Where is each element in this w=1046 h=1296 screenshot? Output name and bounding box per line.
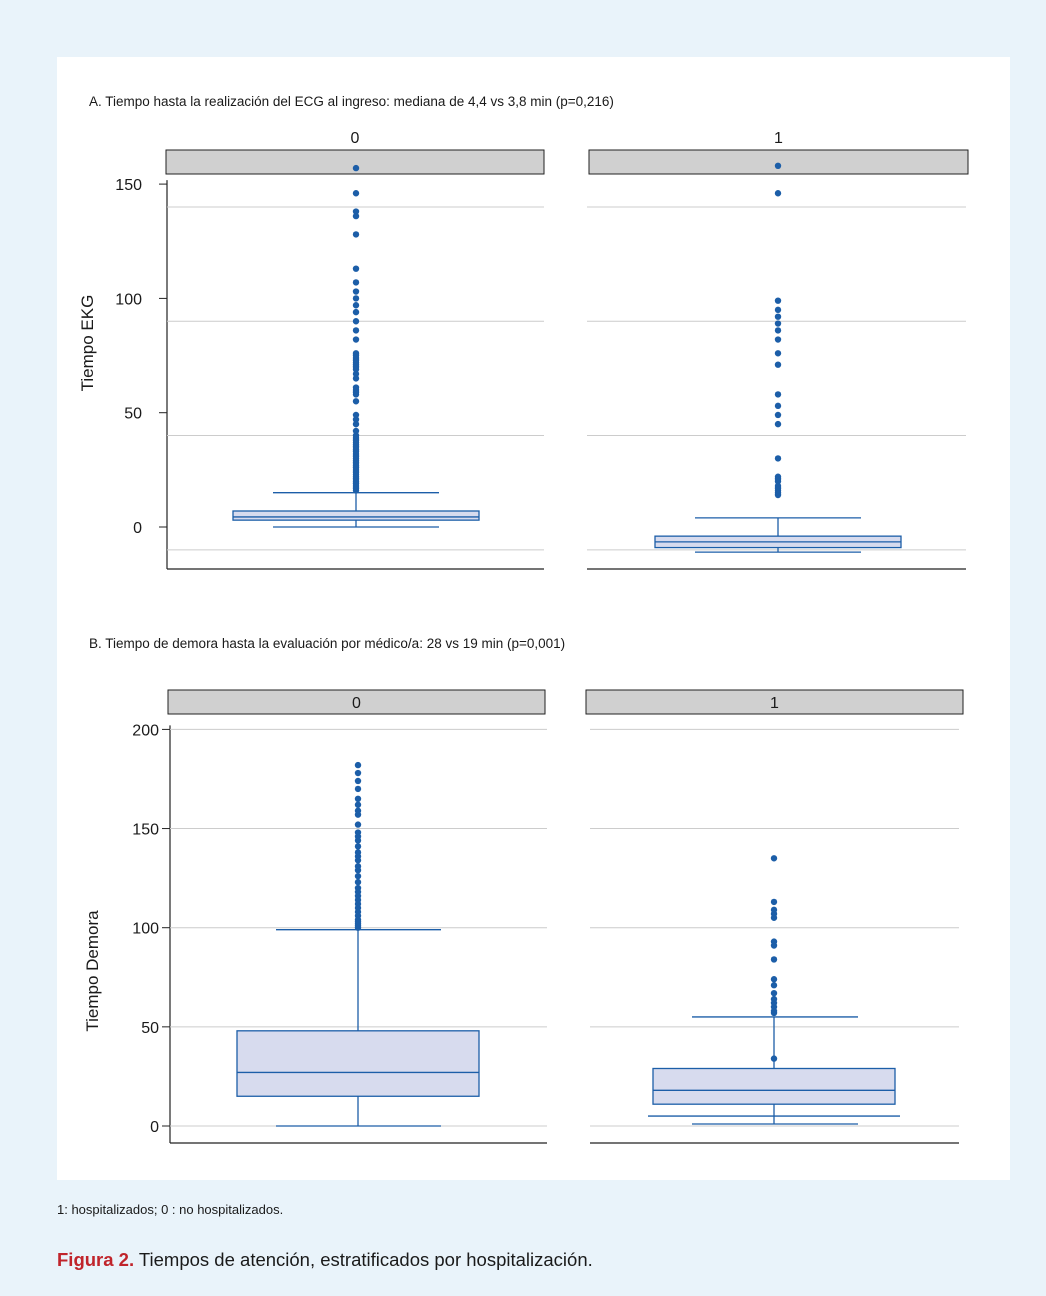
outlier-point — [352, 432, 360, 439]
y-tick-label: 100 — [132, 921, 159, 938]
outlier-point — [352, 302, 360, 309]
outlier-point — [774, 313, 782, 320]
outlier-point — [354, 843, 362, 850]
outlier-point — [352, 265, 360, 272]
outlier-point — [774, 482, 782, 490]
figure-footnote: 1: hospitalizados; 0 : no hospitalizados… — [57, 1202, 284, 1217]
chart-title: B. Tiempo de demora hasta la evaluación … — [89, 636, 565, 651]
y-axis-label: Tiempo Demora — [83, 910, 102, 1032]
outlier-point — [354, 807, 362, 814]
outlier-point — [354, 829, 362, 836]
y-tick-label: 150 — [132, 822, 159, 839]
figure-caption: Figura 2. Tiempos de atención, estratifi… — [57, 1249, 593, 1271]
outlier-point — [354, 849, 362, 856]
outlier-point — [774, 350, 782, 357]
outlier-point — [354, 801, 362, 808]
outlier-point — [354, 821, 362, 828]
figure-caption-text: Tiempos de atención, estratificados por … — [134, 1249, 593, 1270]
outlier-point — [352, 308, 360, 316]
outlier-point — [352, 416, 360, 423]
outlier-point — [774, 297, 782, 304]
facet-strip — [585, 689, 964, 715]
outlier-point — [352, 336, 360, 343]
outlier-point — [770, 989, 778, 997]
y-tick-label: 200 — [132, 722, 159, 739]
facet-label: 1 — [770, 695, 779, 712]
y-tick-label: 0 — [133, 520, 142, 537]
iqr-box — [652, 1067, 896, 1105]
outlier-point — [770, 898, 778, 906]
outlier-point — [352, 295, 360, 302]
outlier-point — [352, 398, 360, 405]
y-tick-label: 0 — [150, 1119, 159, 1136]
outlier-point — [774, 306, 782, 314]
outlier-point — [770, 1055, 778, 1062]
outlier-point — [352, 384, 360, 391]
outlier-point — [774, 361, 782, 368]
outlier-point — [770, 956, 778, 963]
chart-title: A. Tiempo hasta la realización del ECG a… — [89, 94, 614, 109]
outlier-point — [770, 906, 778, 914]
y-tick-label: 50 — [141, 1020, 159, 1037]
outlier-point — [774, 411, 782, 419]
outlier-point — [774, 320, 782, 327]
outlier-point — [354, 872, 362, 880]
outlier-point — [352, 190, 360, 197]
outlier-point — [352, 208, 360, 215]
outlier-point — [354, 884, 362, 892]
facet-strip — [167, 689, 546, 715]
outlier-point — [354, 785, 362, 793]
iqr-box — [232, 510, 480, 521]
outlier-point — [352, 375, 360, 382]
y-tick-label: 150 — [115, 177, 142, 194]
outlier-point — [352, 420, 360, 428]
outlier-point — [352, 370, 360, 378]
iqr-box — [236, 1030, 480, 1097]
y-axis-label: Tiempo EKG — [78, 295, 97, 392]
facet-strip — [588, 149, 969, 175]
outlier-point — [352, 164, 360, 172]
outlier-point — [770, 995, 778, 1003]
y-tick-label: 50 — [124, 406, 142, 423]
y-tick-label: 100 — [115, 291, 142, 308]
outlier-point — [352, 231, 360, 238]
outlier-point — [352, 427, 360, 435]
outlier-point — [352, 411, 360, 419]
outlier-point — [354, 863, 362, 870]
outlier-point — [774, 473, 782, 480]
outlier-point — [354, 777, 362, 785]
outlier-point — [774, 162, 782, 170]
outlier-point — [770, 855, 778, 862]
outlier-point — [774, 391, 782, 398]
outlier-point — [352, 350, 360, 357]
outlier-point — [352, 279, 360, 286]
outlier-point — [774, 402, 782, 410]
outlier-point — [774, 420, 782, 428]
outlier-point — [354, 795, 362, 803]
boxplot-figure: A. Tiempo hasta la realización del ECG a… — [78, 94, 969, 1144]
outlier-point — [354, 761, 362, 769]
figure-panel: A. Tiempo hasta la realización del ECG a… — [57, 57, 1010, 1180]
outlier-point — [354, 769, 362, 777]
outlier-point — [352, 288, 360, 295]
outlier-point — [352, 327, 360, 334]
outlier-point — [770, 982, 778, 989]
outlier-point — [770, 976, 778, 983]
outlier-point — [774, 455, 782, 462]
facet-label: 1 — [774, 130, 783, 147]
outlier-point — [354, 878, 362, 886]
outlier-point — [352, 318, 360, 325]
outlier-point — [770, 938, 778, 945]
outlier-point — [774, 190, 782, 197]
outlier-point — [774, 327, 782, 334]
figure-caption-label: Figura 2. — [57, 1249, 135, 1270]
outlier-point — [352, 212, 360, 220]
facet-label: 0 — [352, 695, 361, 712]
outlier-point — [774, 336, 782, 343]
facet-label: 0 — [351, 130, 360, 147]
